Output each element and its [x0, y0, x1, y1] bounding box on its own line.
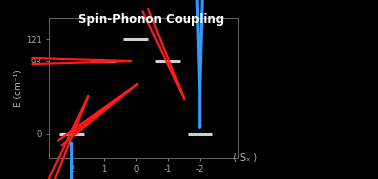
- Text: Spin-Phonon Coupling: Spin-Phonon Coupling: [78, 13, 224, 26]
- Y-axis label: E (cm⁻¹): E (cm⁻¹): [14, 69, 23, 107]
- Text: ⟨ Sₓ ⟩: ⟨ Sₓ ⟩: [233, 153, 257, 163]
